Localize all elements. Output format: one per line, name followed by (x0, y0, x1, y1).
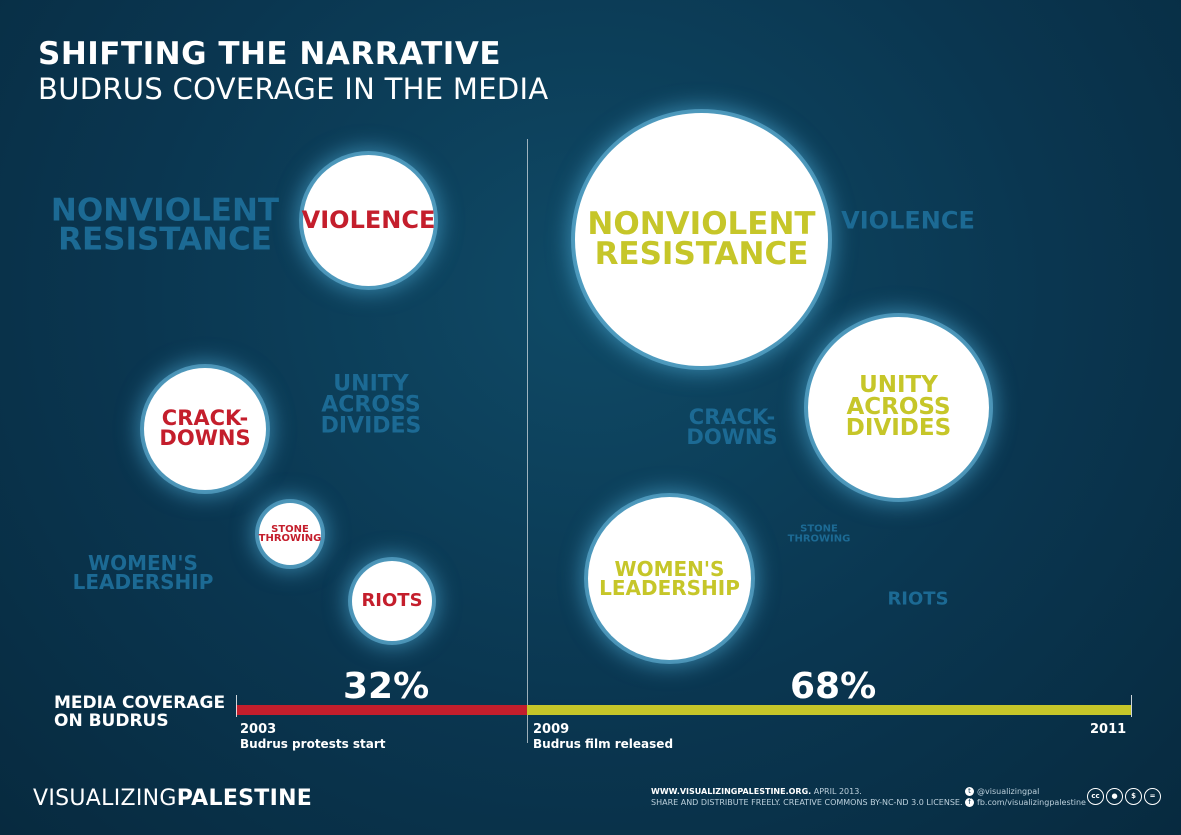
center-divider (527, 139, 528, 743)
coverage-bar-after-film (527, 705, 1131, 715)
right-bubble-nonviolent-resistance: NONVIOLENT RESISTANCE (575, 113, 828, 366)
right-ghost-stone-throwing: STONE THROWING (787, 523, 851, 544)
page-title: SHIFTING THE NARRATIVE (38, 36, 502, 72)
timeline-mid: 2009 Budrus film released (533, 722, 674, 751)
left-percent: 32% (343, 666, 430, 707)
coverage-bar-before-film (236, 705, 527, 715)
right-bubble-womens-leadership: WOMEN'S LEADERSHIP (588, 497, 751, 660)
cc-icon: cc (1087, 788, 1104, 805)
right-ghost-crackdowns: CRACK- DOWNS (686, 405, 778, 449)
left-bubble-stone-throwing: STONE THROWING (259, 503, 321, 565)
nc-icon: $ (1125, 788, 1142, 805)
timeline-end-tick (1131, 695, 1132, 717)
left-ghost-nonviolent-resistance: NONVIOLENT RESISTANCE (50, 192, 280, 258)
twitter-link[interactable]: @visualizingpal (977, 787, 1040, 796)
footer-credits: WWW.VISUALIZINGPALESTINE.ORG. APRIL 2013… (651, 787, 963, 807)
left-bubble-crackdowns: CRACK- DOWNS (144, 368, 266, 490)
facebook-link[interactable]: fb.com/visualizingpalestine (977, 797, 1086, 807)
timeline-end-year: 2011 (1090, 722, 1127, 737)
right-ghost-violence: VIOLENCE (841, 206, 975, 235)
media-coverage-label: MEDIA COVERAGE ON BUDRUS (54, 693, 226, 731)
brand-logo: VISUALIZINGPALESTINE (33, 786, 313, 811)
right-percent: 68% (790, 666, 877, 707)
creative-commons-badges: cc ● $ = (1087, 788, 1161, 805)
left-bubble-riots: RIOTS (352, 561, 432, 641)
timeline-start-tick (236, 695, 237, 717)
nd-icon: = (1144, 788, 1161, 805)
twitter-icon: t (965, 787, 974, 796)
social-links: t @visualizingpal f fb.com/visualizingpale… (965, 787, 1086, 809)
page-subtitle: BUDRUS COVERAGE IN THE MEDIA (38, 72, 549, 106)
by-icon: ● (1106, 788, 1123, 805)
right-ghost-riots: RIOTS (887, 588, 949, 610)
left-bubble-violence: VIOLENCE (302, 155, 435, 286)
left-ghost-unity-across-divides: UNITY ACROSS DIVIDES (320, 371, 422, 439)
website-link[interactable]: WWW.VISUALIZINGPALESTINE.ORG. (651, 787, 812, 796)
left-ghost-womens-leadership: WOMEN'S LEADERSHIP (72, 551, 214, 594)
facebook-icon: f (965, 797, 974, 807)
timeline-start: 2003 Budrus protests start (240, 722, 386, 751)
right-bubble-unity-across-divides: UNITY ACROSS DIVIDES (808, 317, 989, 498)
